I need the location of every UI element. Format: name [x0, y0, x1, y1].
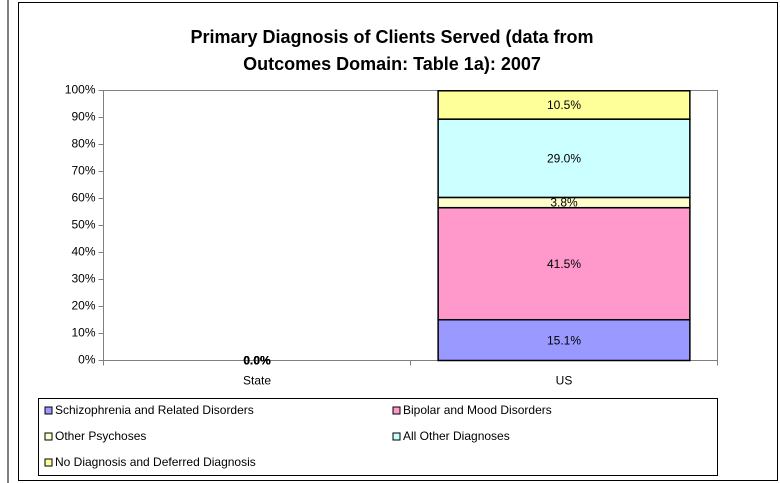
data-label: 0.0% — [243, 354, 271, 368]
legend-swatch — [44, 432, 53, 441]
legend-swatch — [392, 406, 401, 415]
y-tick-label: 50% — [71, 218, 95, 232]
bar-segment — [437, 118, 691, 199]
bar-segment — [437, 90, 691, 120]
legend-swatch — [44, 458, 53, 467]
chart-title: Outcomes Domain: Table 1a): 2007 — [243, 54, 541, 74]
data-label: 0.0% — [243, 354, 271, 368]
legend-label: Schizophrenia and Related Disorders — [55, 403, 254, 417]
chart-title: Primary Diagnosis of Clients Served (dat… — [190, 27, 593, 47]
data-label: 0.0% — [243, 354, 271, 368]
y-tick-label: 60% — [71, 191, 95, 205]
legend-label: All Other Diagnoses — [403, 429, 510, 443]
data-label: 41.5% — [547, 257, 581, 271]
y-tick-label: 80% — [71, 137, 95, 151]
y-tick-label: 30% — [71, 272, 95, 286]
x-tick-label: US — [556, 374, 573, 388]
data-label: 15.1% — [547, 333, 581, 347]
bar-segment — [437, 206, 691, 321]
x-tick-label: State — [243, 374, 271, 388]
y-tick-label: 10% — [71, 326, 95, 340]
data-label: 29.0% — [547, 151, 581, 165]
legend — [38, 398, 718, 476]
legend-swatch — [392, 432, 401, 441]
y-tick-label: 20% — [71, 299, 95, 313]
data-label: 0.0% — [243, 354, 271, 368]
y-tick-label: 40% — [71, 245, 95, 259]
data-label: 0.0% — [243, 354, 271, 368]
data-label: 3.8% — [550, 196, 578, 210]
legend-label: Bipolar and Mood Disorders — [403, 403, 552, 417]
legend-label: No Diagnosis and Deferred Diagnosis — [55, 455, 256, 469]
y-tick-label: 0% — [78, 353, 96, 367]
y-tick-label: 100% — [65, 83, 96, 97]
bar-segment — [437, 318, 691, 362]
y-tick-label: 90% — [71, 110, 95, 124]
y-tick-label: 70% — [71, 164, 95, 178]
legend-swatch — [44, 406, 53, 415]
data-label: 10.5% — [547, 98, 581, 112]
legend-label: Other Psychoses — [55, 429, 146, 443]
